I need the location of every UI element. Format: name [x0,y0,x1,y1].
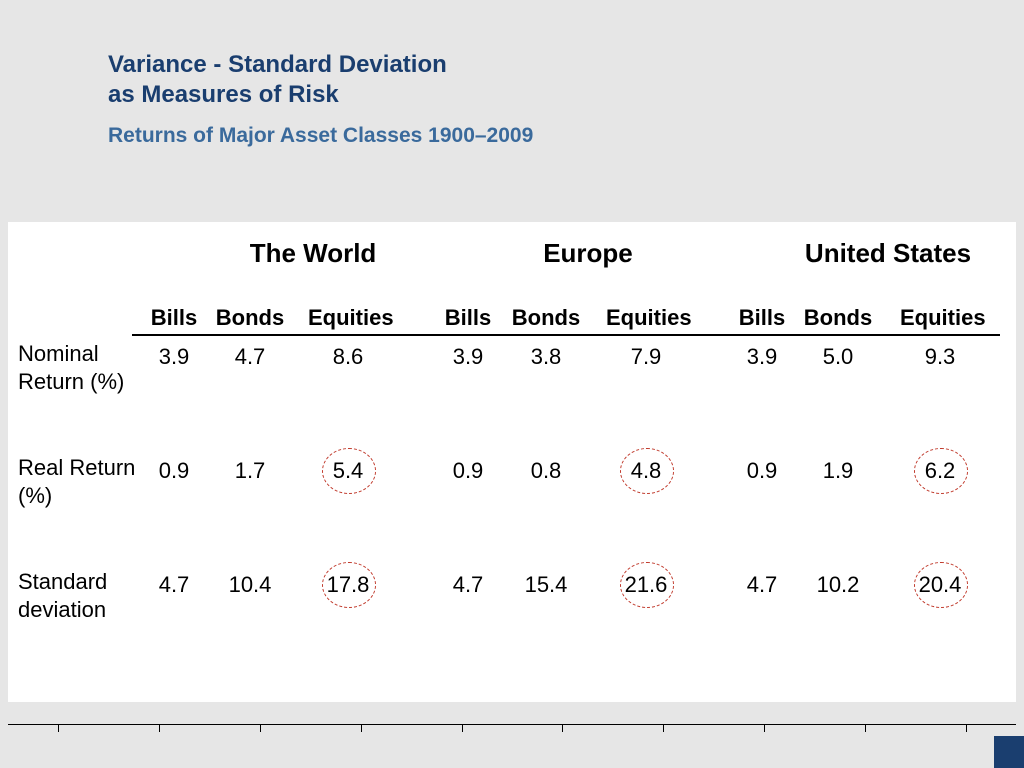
table-cell: 0.8 [516,458,576,484]
col-header-bonds: Bonds [798,305,878,331]
asset-returns-table: The World Europe United States Bills Bon… [8,222,1016,702]
table-cell: 5.4 [318,458,378,484]
table-cell: 0.9 [438,458,498,484]
table-cell: 9.3 [910,344,970,370]
header-rule [132,334,1000,336]
table-cell: 21.6 [616,572,676,598]
col-header-equities: Equities [606,305,686,331]
table-cell: 17.8 [318,572,378,598]
row-label-nominal: Nominal Return (%) [18,340,138,395]
col-header-bills: Bills [428,305,508,331]
slide-title: Variance - Standard Deviation as Measure… [108,50,1024,110]
row-label-stddev: Standard deviation [18,568,138,623]
table-cell: 10.2 [808,572,868,598]
col-header-bonds: Bonds [506,305,586,331]
footer-accent [994,736,1024,768]
table-cell: 1.7 [220,458,280,484]
title-line-2: as Measures of Risk [108,81,339,108]
region-header-europe: Europe [528,238,648,269]
slide-subtitle: Returns of Major Asset Classes 1900–2009 [108,124,1024,148]
row-label-real: Real Return (%) [18,454,138,509]
col-header-bills: Bills [722,305,802,331]
table-cell: 4.7 [220,344,280,370]
table-cell: 3.9 [732,344,792,370]
col-header-bonds: Bonds [210,305,290,331]
table-cell: 4.7 [144,572,204,598]
title-line-1: Variance - Standard Deviation [108,51,447,78]
table-cell: 6.2 [910,458,970,484]
table-cell: 5.0 [808,344,868,370]
col-header-equities: Equities [900,305,980,331]
table-cell: 10.4 [220,572,280,598]
table-cell: 15.4 [516,572,576,598]
table-cell: 4.8 [616,458,676,484]
bottom-axis-ticks [8,724,1016,735]
table-cell: 7.9 [616,344,676,370]
table-cell: 1.9 [808,458,868,484]
col-header-equities: Equities [308,305,388,331]
region-header-us: United States [798,238,978,269]
col-header-bills: Bills [134,305,214,331]
region-header-world: The World [233,238,393,269]
table-cell: 4.7 [438,572,498,598]
slide-header: Variance - Standard Deviation as Measure… [0,0,1024,148]
table-cell: 3.9 [438,344,498,370]
table-cell: 8.6 [318,344,378,370]
table-cell: 4.7 [732,572,792,598]
table-cell: 0.9 [144,458,204,484]
table-cell: 20.4 [910,572,970,598]
table-cell: 0.9 [732,458,792,484]
table-cell: 3.8 [516,344,576,370]
table-cell: 3.9 [144,344,204,370]
